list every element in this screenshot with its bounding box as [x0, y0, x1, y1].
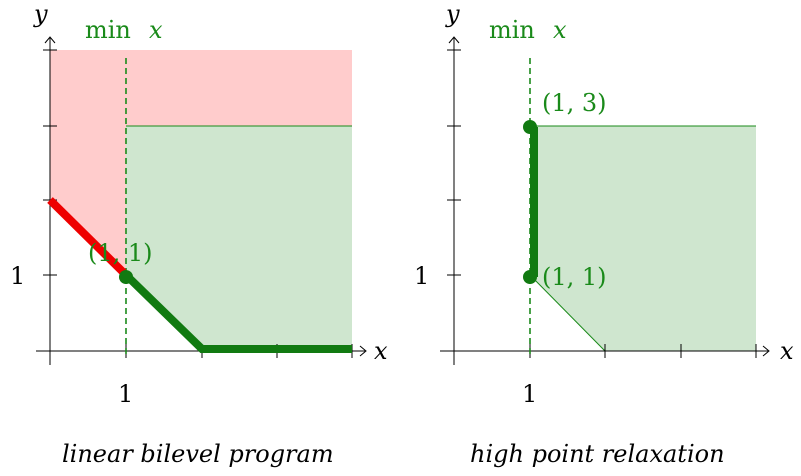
right-point-1-3	[523, 120, 537, 134]
right-x-tick-label: 1	[522, 380, 537, 408]
left-x-axis-arrow	[359, 345, 367, 357]
right-objective-label: min	[489, 16, 535, 44]
right-caption: high point relaxation	[470, 440, 725, 468]
right-green-diagonal-edge	[529, 274, 606, 352]
left-y-axis-label: y	[33, 0, 48, 28]
left-red-segment	[47, 197, 129, 278]
left-y-axis-arrow	[44, 36, 56, 44]
right-green-region	[530, 126, 756, 351]
left-x-tick-label: 1	[118, 380, 133, 408]
left-y-tick-label: 1	[10, 262, 25, 290]
left-green-path	[123, 272, 352, 353]
right-y-axis-label: y	[445, 0, 460, 28]
right-y-axis-arrow	[448, 36, 460, 44]
left-objective-label: min	[85, 16, 131, 44]
left-point-1-1	[119, 270, 133, 284]
right-point-1-1	[523, 270, 537, 284]
left-caption: linear bilevel program	[62, 440, 334, 468]
right-y-tick-label: 1	[414, 262, 429, 290]
left-x-axis-label: x	[374, 337, 388, 365]
left-objective-var: x	[149, 16, 163, 44]
right-panel: y x min x 1 1 (1, 3) (1, 1) high point r…	[414, 0, 794, 468]
left-point-label: (1, 1)	[88, 239, 153, 267]
right-point-label-top: (1, 3)	[542, 89, 607, 117]
right-point-label-bottom: (1, 1)	[542, 263, 607, 291]
right-x-axis-label: x	[780, 337, 794, 365]
right-x-axis-arrow	[762, 345, 770, 357]
right-objective-var: x	[553, 16, 567, 44]
left-panel: y x min x 1 1 (1, 1) linear bilevel prog…	[10, 0, 388, 468]
left-green-region	[126, 126, 352, 351]
